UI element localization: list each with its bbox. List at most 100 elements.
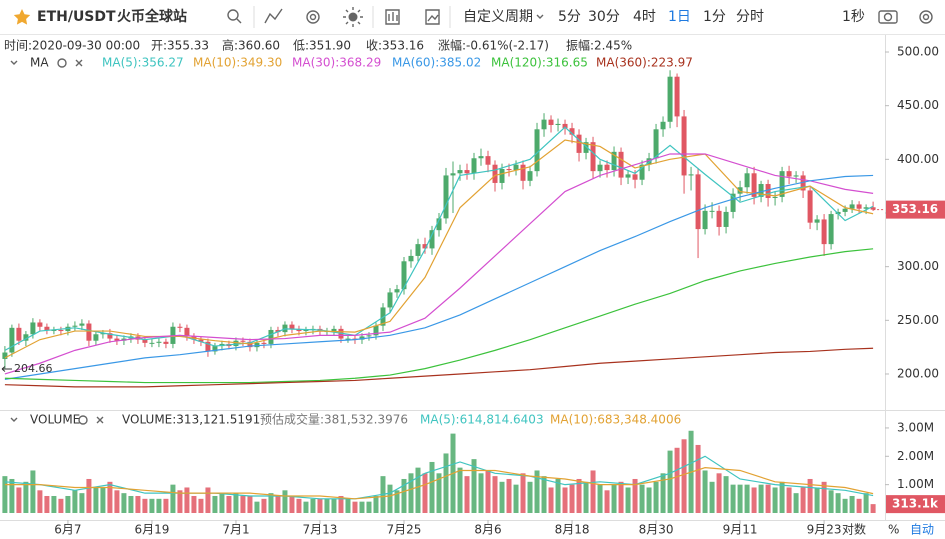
last-volume-label: 313.1k [892,497,939,511]
volume-bar [793,493,799,513]
settings-icon[interactable] [919,10,933,24]
candle-body [611,151,617,171]
volume-bar [191,495,197,513]
candle-body [485,156,491,165]
volume-bar [170,484,176,513]
candle-body [289,324,295,329]
x-tick-label: 8月6 [474,523,501,537]
period-option[interactable]: 1分 [703,9,726,25]
interval[interactable]: 1秒 [842,9,865,25]
volume-settings[interactable] [78,415,88,425]
volume-bar [226,495,232,513]
volume-bar [695,444,701,513]
candle-body [114,338,120,341]
image-icon[interactable] [425,9,440,25]
volume-bar [142,498,148,513]
volume-bar [16,487,22,513]
ma-line [4,174,874,380]
symbol[interactable]: ETH/USDT [37,9,116,25]
period-option[interactable]: 4时 [633,9,656,25]
volume-bar [212,495,218,513]
candle-body [303,329,309,332]
volume-bar [121,493,127,513]
candle-body [366,335,372,337]
candle-body [681,116,687,176]
candle-body [198,339,204,342]
camera-icon[interactable] [878,10,898,24]
volume-bar [506,478,512,513]
candle-body [702,210,708,230]
volume-bar [492,476,498,513]
volume-bar [128,495,134,513]
search-icon[interactable] [227,9,242,24]
candle-body [520,164,526,181]
volume-bar [289,495,295,513]
candle-body [527,171,533,181]
volume-bar [93,487,99,513]
volume-bar [646,487,652,513]
last-price-label: 353.16 [892,202,938,216]
favorite-star[interactable] [13,9,31,25]
x-tick-label: 6月7 [54,523,81,537]
indicator-icon[interactable] [264,8,283,24]
period-option[interactable]: 5分 [558,9,581,25]
volume-bar [737,484,743,513]
candle-body [807,190,813,223]
auto-toggle[interactable]: 自动 [910,523,934,537]
candle-body [450,173,456,176]
volume-bar [310,498,316,513]
volume-bar [471,459,477,513]
y-tick-label: 500.00 [897,45,939,59]
volume-bar [807,478,813,513]
volume-bar [282,490,288,513]
candle-body [149,342,155,344]
ohlc-info: 高:360.60 [222,38,280,53]
ohlc-info: 低:351.90 [293,39,351,53]
candle-body [793,175,799,177]
collapse-arrow[interactable] [10,417,18,422]
volume-bar [597,484,603,513]
x-tick-label: 7月25 [387,523,422,537]
candle-body [569,128,575,135]
volume-bar [324,498,330,513]
volume-bar [751,487,757,513]
volume-bar [702,470,708,513]
volume-bar [632,478,638,513]
volume-bar [254,501,260,513]
period-option[interactable]: 30分 [588,9,620,25]
theme-icon[interactable] [343,7,363,27]
volume-bar [520,473,526,513]
volume-bar [569,484,575,513]
volume-tick-label: 1.00M [897,477,934,491]
collapse-arrow[interactable] [10,60,18,65]
volume-bar [604,490,610,513]
candle-body [604,164,610,171]
candle-body [632,174,638,180]
period-option[interactable]: 分时 [736,9,764,25]
volume-close[interactable] [96,416,104,424]
ohlc-info: 涨幅:-0.61%(-2.17) [438,38,549,53]
volume-tick-label: 2.00M [897,449,934,463]
ma-settings[interactable] [57,58,67,68]
settings-icon[interactable] [306,10,320,24]
log-toggle[interactable]: 对数 [842,522,866,537]
candle-body [394,289,400,293]
depth-icon[interactable] [385,9,400,25]
period-option[interactable]: 1日 [668,9,691,25]
volume-bar [23,481,29,513]
percent-toggle[interactable]: % [888,523,899,537]
volume-bar [618,481,624,513]
ma-close[interactable] [75,59,83,67]
custom-period[interactable]: 自定义周期 [463,9,533,25]
candle-body [373,325,379,336]
volume-bar [611,484,617,513]
volume-bar [660,473,666,513]
volume-ma-legend: MA(10):683,348.4006 [550,413,681,427]
volume-bar [576,478,582,513]
ma-line [4,139,874,359]
volume-bar [786,487,792,513]
volume-bar [72,490,78,513]
x-tick-label: 9月23 [807,523,842,537]
volume-bar [436,473,442,513]
